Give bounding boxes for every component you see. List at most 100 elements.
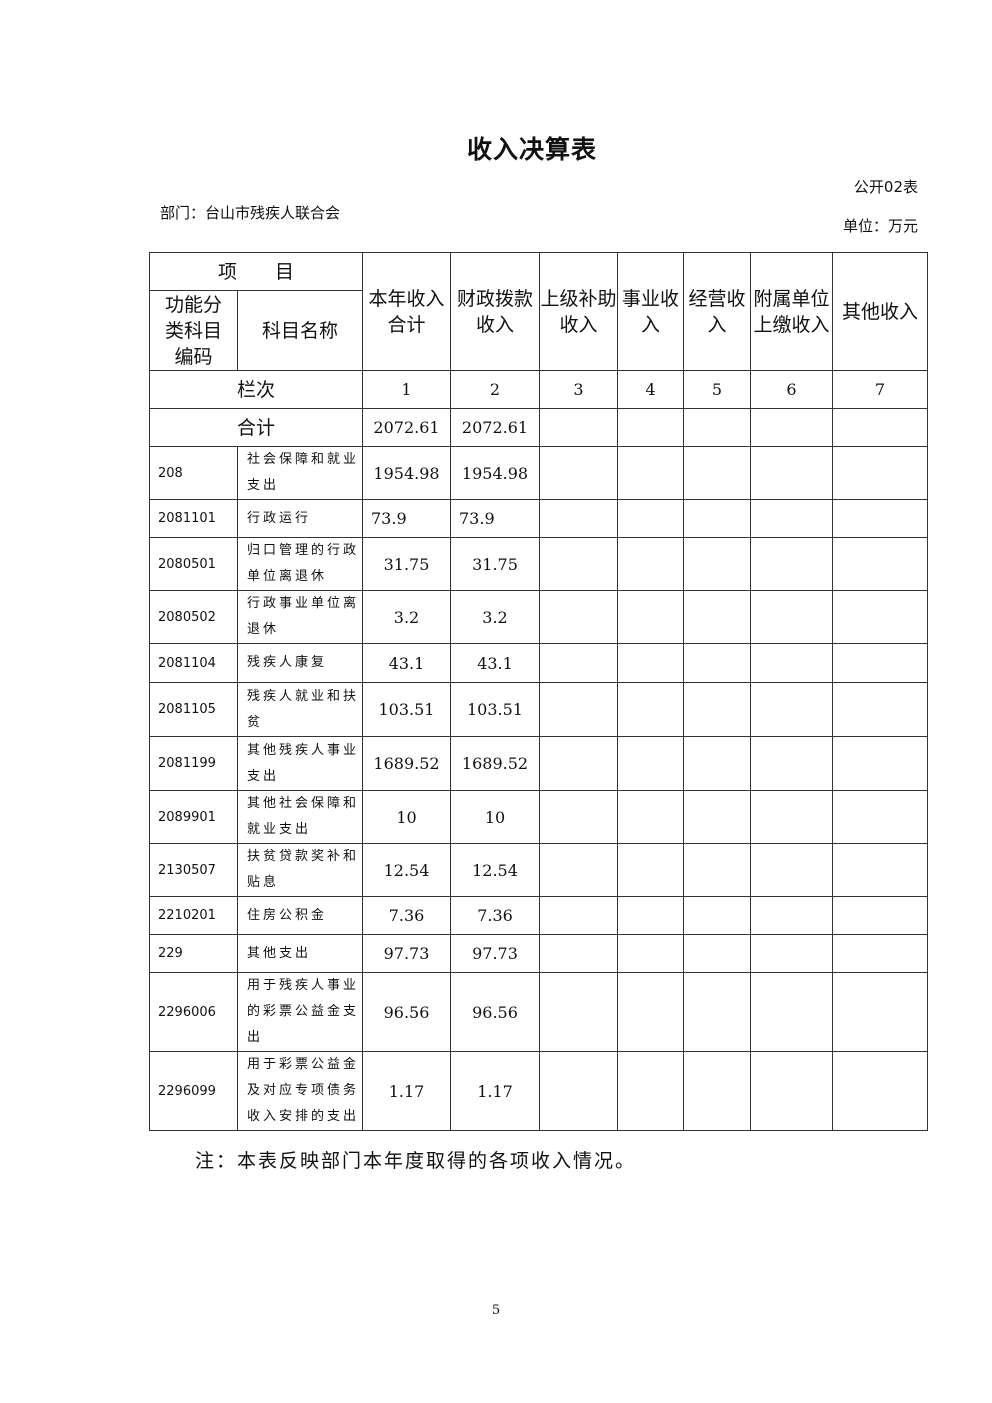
table-row: 2080502 行政事业单位离退休 3.2 3.2 — [149, 590, 928, 644]
value-cell: 1689.52 — [450, 736, 540, 791]
value-cell — [539, 736, 618, 791]
code-cell: 2296099 — [149, 1051, 238, 1131]
value-cell — [683, 682, 751, 737]
value-cell: 97.73 — [362, 934, 451, 973]
value-cell — [683, 736, 751, 791]
value-cell — [683, 590, 751, 644]
value-cell — [832, 934, 928, 973]
page-title: 收入决算表 — [466, 135, 597, 164]
value-cell — [617, 643, 684, 683]
name-cell: 归口管理的行政单位离退休 — [237, 537, 363, 591]
value-cell: 1.17 — [362, 1051, 451, 1131]
value-cell — [539, 590, 618, 644]
page-number: 5 — [491, 1303, 501, 1318]
value-cell: 7.36 — [450, 896, 540, 935]
value-cell: 12.54 — [362, 843, 451, 897]
form-number: 公开02表 — [853, 178, 918, 196]
column-header: 财政拨款收入 — [450, 252, 540, 371]
value-cell: 3.2 — [450, 590, 540, 644]
name-header: 科目名称 — [237, 290, 363, 371]
value-cell — [832, 1051, 928, 1131]
value-cell: 96.56 — [450, 972, 540, 1052]
value-cell: 1.17 — [450, 1051, 540, 1131]
value-cell — [617, 790, 684, 844]
value-cell — [617, 934, 684, 973]
total-cell — [683, 408, 751, 447]
value-cell — [832, 790, 928, 844]
code-cell: 2080501 — [149, 537, 238, 591]
table-row: 2089901 其他社会保障和就业支出 10 10 — [149, 790, 928, 844]
value-cell — [832, 590, 928, 644]
value-cell: 3.2 — [362, 590, 451, 644]
value-cell — [832, 537, 928, 591]
column-header: 其他收入 — [832, 252, 928, 371]
value-cell — [539, 537, 618, 591]
value-cell — [539, 499, 618, 538]
value-cell — [683, 934, 751, 973]
value-cell — [750, 446, 833, 500]
total-cell — [832, 408, 928, 447]
value-cell — [683, 896, 751, 935]
index-cell: 5 — [683, 370, 751, 409]
value-cell: 73.9 — [362, 499, 451, 538]
table-row: 229 其他支出 97.73 97.73 — [149, 934, 928, 973]
code-header: 功能分类科目编码 — [149, 290, 238, 371]
value-cell — [683, 790, 751, 844]
value-cell — [617, 843, 684, 897]
value-cell — [750, 736, 833, 791]
table-row: 2296099 用于彩票公益金及对应专项债务收入安排的支出 1.17 1.17 — [149, 1051, 928, 1131]
value-cell — [683, 446, 751, 500]
name-cell: 扶贫贷款奖补和贴息 — [237, 843, 363, 897]
value-cell: 73.9 — [450, 499, 540, 538]
code-cell: 208 — [149, 446, 238, 500]
column-header: 上级补助收入 — [539, 252, 618, 371]
name-cell: 其他残疾人事业支出 — [237, 736, 363, 791]
total-cell — [617, 408, 684, 447]
footnote: 注：本表反映部门本年度取得的各项收入情况。 — [195, 1150, 637, 1172]
column-header: 本年收入合计 — [362, 252, 451, 371]
value-cell — [617, 896, 684, 935]
value-cell — [750, 934, 833, 973]
index-cell: 4 — [617, 370, 684, 409]
name-cell: 用于残疾人事业的彩票公益金支出 — [237, 972, 363, 1052]
index-cell: 6 — [750, 370, 833, 409]
unit-label: 单位：万元 — [842, 217, 918, 235]
value-cell: 43.1 — [450, 643, 540, 683]
value-cell: 43.1 — [362, 643, 451, 683]
code-cell: 2081104 — [149, 643, 238, 683]
value-cell — [539, 682, 618, 737]
value-cell — [617, 682, 684, 737]
value-cell — [539, 1051, 618, 1131]
value-cell — [617, 537, 684, 591]
value-cell: 10 — [362, 790, 451, 844]
value-cell: 103.51 — [450, 682, 540, 737]
value-cell: 12.54 — [450, 843, 540, 897]
value-cell — [832, 736, 928, 791]
table-row: 2081101 行政运行 73.9 73.9 — [149, 499, 928, 538]
value-cell — [617, 446, 684, 500]
value-cell — [750, 682, 833, 737]
table-row: 2081199 其他残疾人事业支出 1689.52 1689.52 — [149, 736, 928, 791]
column-header: 事业收入 — [617, 252, 684, 371]
department-label: 部门：台山市残疾人联合会 — [160, 204, 341, 222]
value-cell: 31.75 — [450, 537, 540, 591]
index-cell: 7 — [832, 370, 928, 409]
column-header: 附属单位上缴收入 — [750, 252, 833, 371]
value-cell — [617, 972, 684, 1052]
value-cell: 1954.98 — [362, 446, 451, 500]
value-cell — [683, 499, 751, 538]
table-row: 2080501 归口管理的行政单位离退休 31.75 31.75 — [149, 537, 928, 591]
code-cell: 2080502 — [149, 590, 238, 644]
value-cell — [539, 896, 618, 935]
value-cell — [683, 972, 751, 1052]
table-row: 2210201 住房公积金 7.36 7.36 — [149, 896, 928, 935]
value-cell — [832, 682, 928, 737]
code-cell: 2130507 — [149, 843, 238, 897]
value-cell — [539, 972, 618, 1052]
value-cell: 7.36 — [362, 896, 451, 935]
table-row: 2296006 用于残疾人事业的彩票公益金支出 96.56 96.56 — [149, 972, 928, 1052]
value-cell — [617, 736, 684, 791]
value-cell — [617, 1051, 684, 1131]
value-cell — [750, 843, 833, 897]
value-cell — [683, 643, 751, 683]
